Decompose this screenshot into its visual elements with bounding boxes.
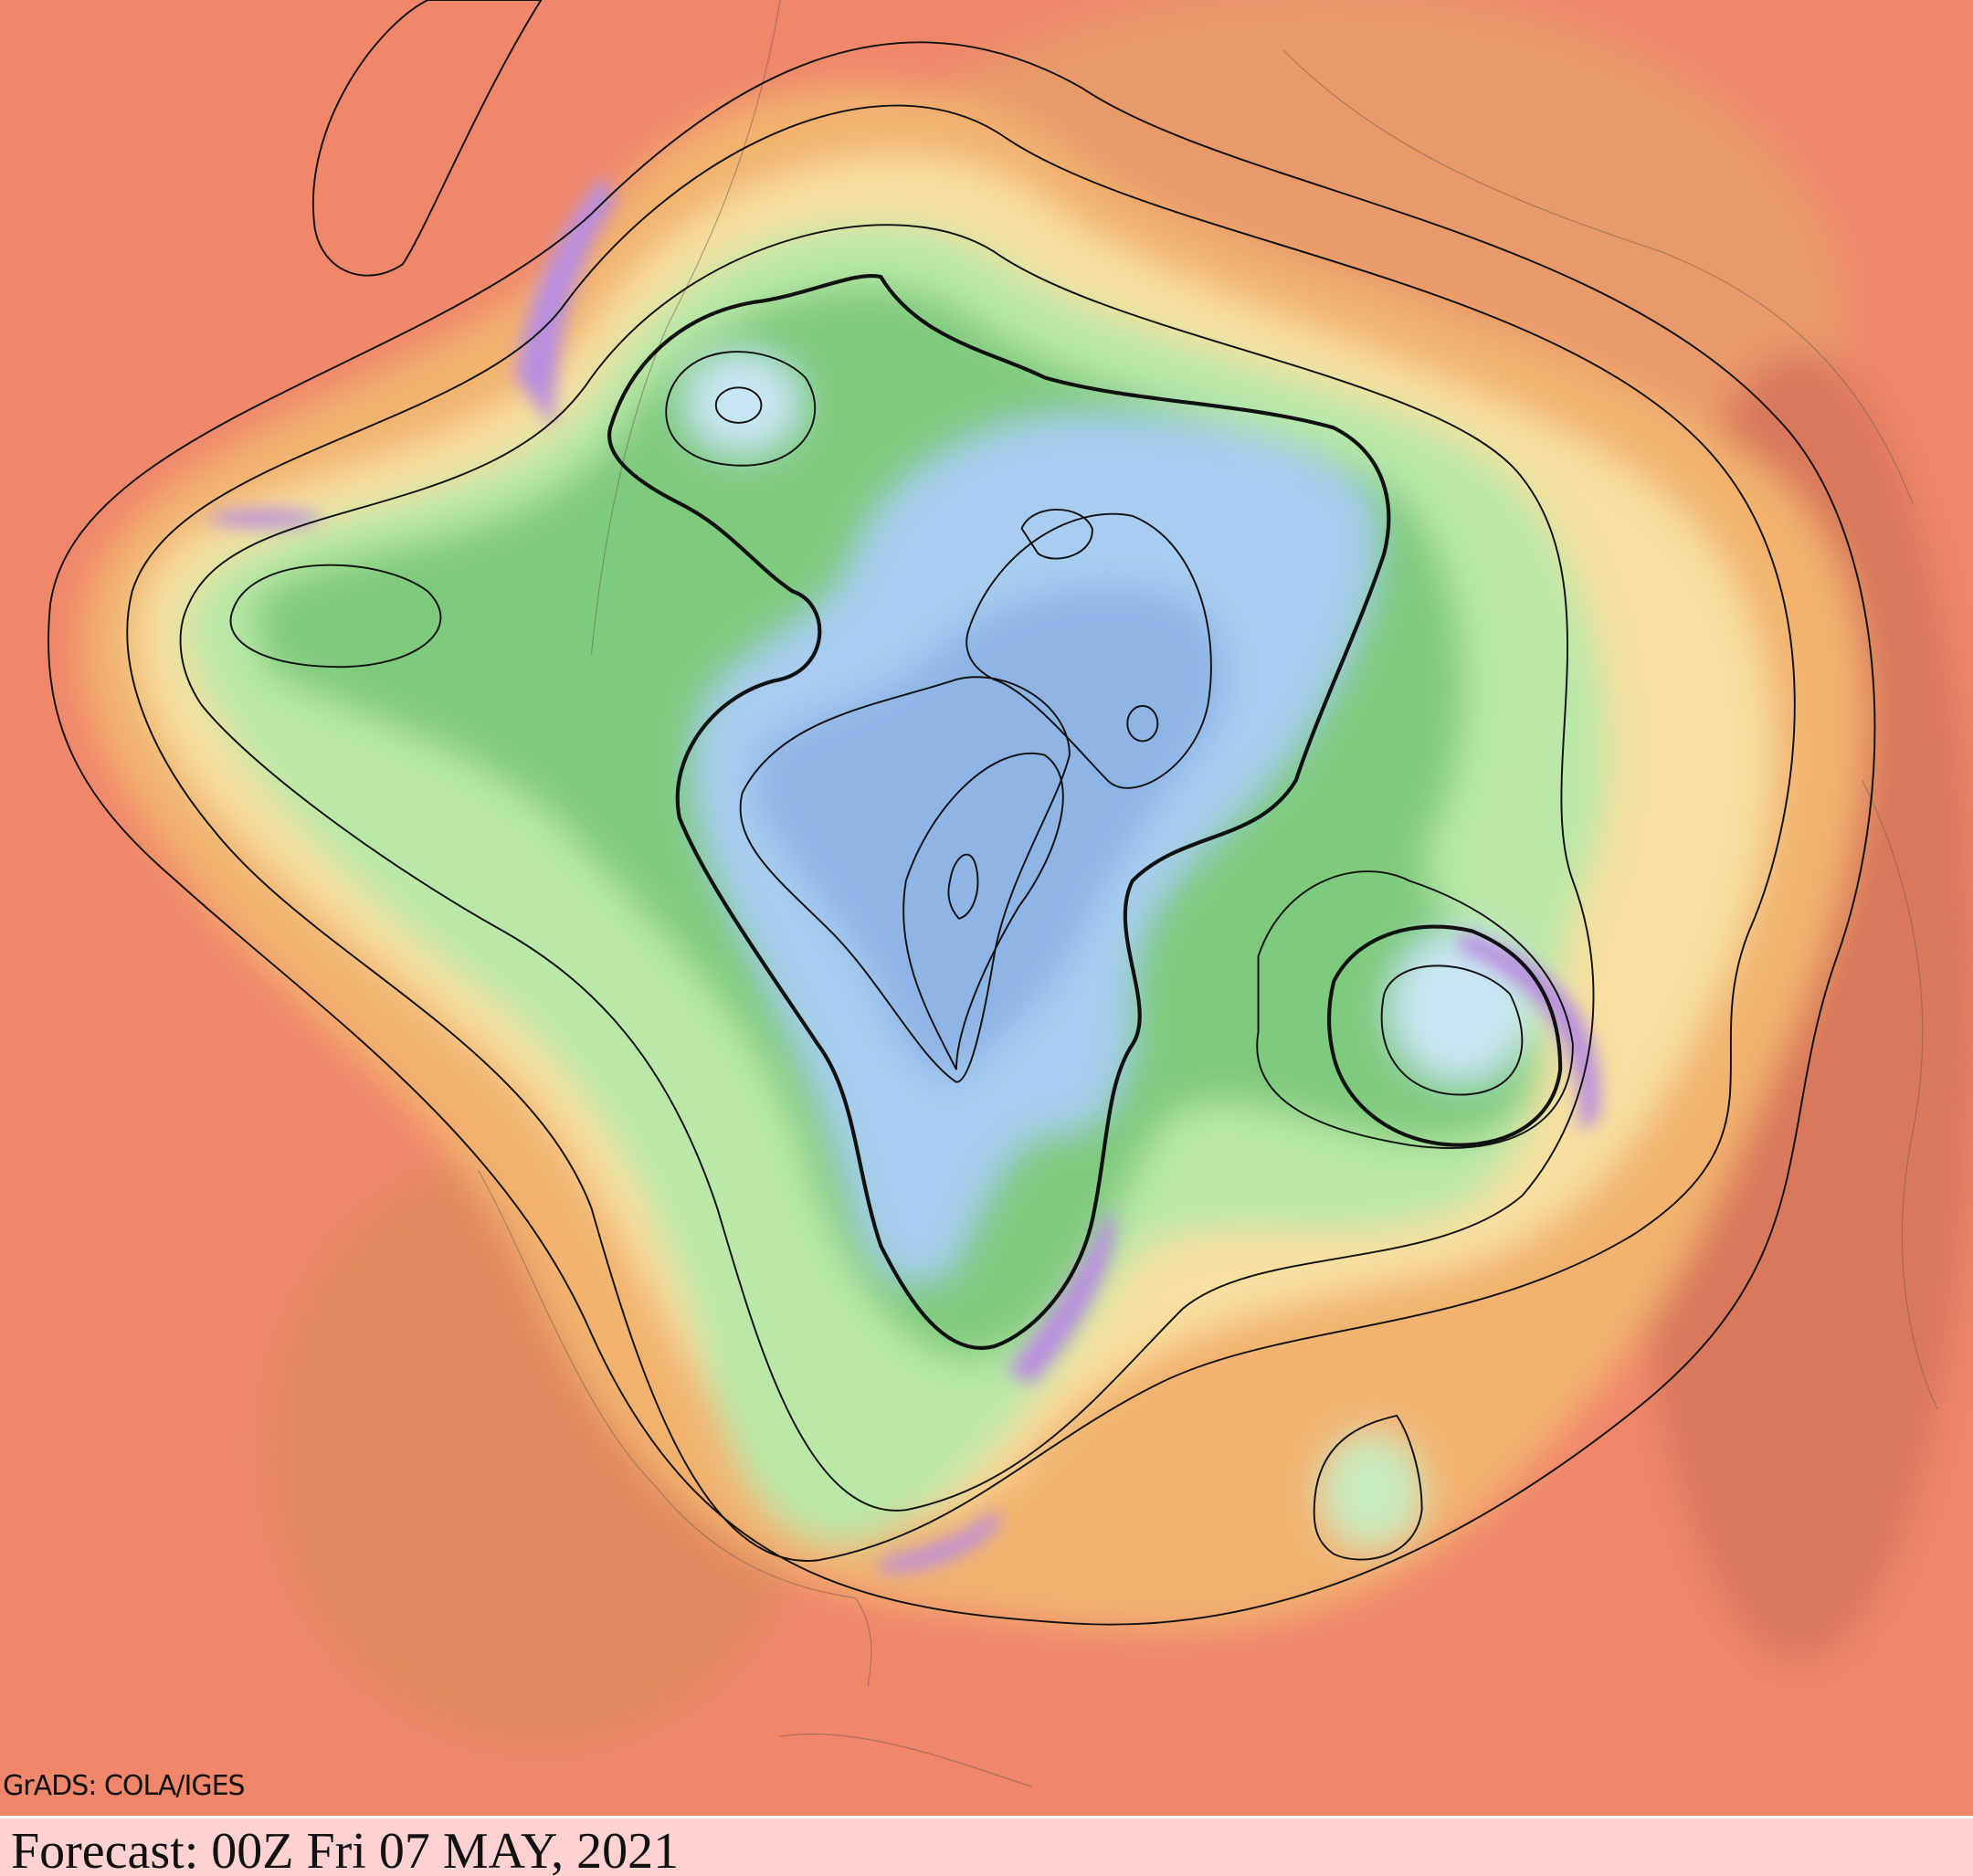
footer-bar: Forecast: 00Z Fri 07 MAY, 2021 [0, 1816, 1973, 1876]
map [0, 0, 1973, 1816]
forecast-time: Forecast: 00Z Fri 07 MAY, 2021 [11, 1823, 680, 1876]
credit-label: GrADS: COLA/IGES [3, 1770, 246, 1802]
